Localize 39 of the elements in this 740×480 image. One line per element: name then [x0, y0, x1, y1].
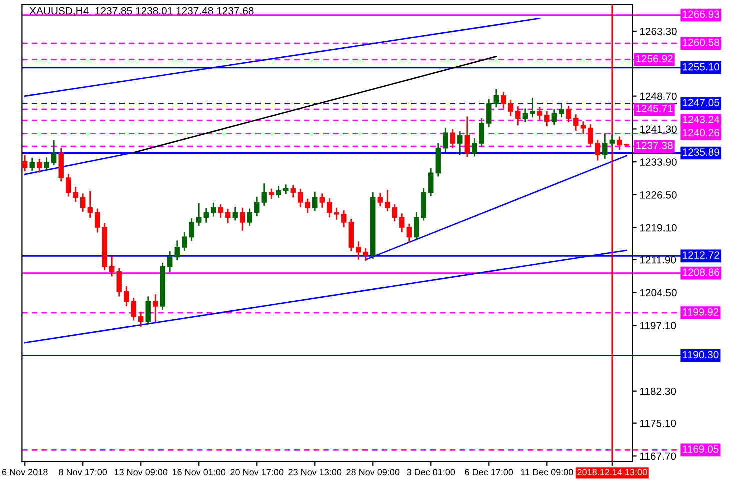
- x-tick-label: 3 Dec 01:00: [407, 469, 456, 476]
- ref-line-label: 1237.38: [636, 142, 673, 150]
- ref-line-label: 1245.71: [636, 105, 673, 112]
- chart-title: XAUUSD,H4 1237.85 1238.01 1237.48 1237.68: [30, 7, 254, 16]
- ref-line-label: 1169.05: [683, 446, 719, 454]
- y-tick-label: 1233.90: [640, 158, 677, 166]
- x-tick-label: 8 Nov 17:00: [59, 469, 108, 476]
- x-tick-label: 13 Nov 09:00: [114, 469, 168, 476]
- y-tick-label: 1263.30: [640, 28, 677, 36]
- ref-line-label: 1243.24: [683, 116, 720, 124]
- ref-line-label: 1190.30: [683, 351, 719, 359]
- ref-line-label: 1247.05: [683, 99, 720, 106]
- y-tick-label: 1211.90: [640, 256, 676, 264]
- x-tick-label: 2018.12.14 13:00: [578, 469, 648, 476]
- ref-line-label: 1199.92: [683, 308, 719, 316]
- y-tick-label: 1197.10: [640, 322, 676, 330]
- ref-line-label: 1260.58: [683, 38, 720, 46]
- x-tick-label: 20 Nov 17:00: [230, 469, 284, 476]
- x-tick-label: 28 Nov 09:00: [346, 469, 400, 476]
- ref-line-label: 1255.10: [683, 63, 720, 71]
- y-tick-label: 1219.10: [640, 224, 677, 232]
- ref-line-label: 1208.86: [683, 268, 720, 276]
- y-tick-label: 1241.30: [640, 126, 677, 134]
- ref-line-label: 1235.89: [683, 148, 720, 156]
- x-tick-label: 23 Nov 13:00: [288, 469, 342, 476]
- ref-line-label: 1212.72: [683, 252, 720, 259]
- y-tick-label: 1248.70: [640, 92, 677, 100]
- y-tick-label: 1167.70: [640, 452, 676, 460]
- x-tick-label: 6 Dec 17:00: [465, 469, 514, 476]
- y-tick-label: 1204.50: [640, 289, 677, 297]
- ref-line-label: 1256.92: [636, 55, 673, 63]
- y-tick-label: 1226.50: [640, 191, 677, 199]
- x-tick-label: 16 Nov 01:00: [172, 469, 226, 476]
- y-tick-label: 1182.30: [640, 388, 676, 396]
- ref-line-label: 1240.26: [683, 129, 720, 137]
- ref-line-label: 1266.93: [683, 10, 720, 18]
- x-tick-label: 11 Dec 09:00: [521, 469, 574, 476]
- x-tick-label: 6 Nov 2018: [2, 469, 48, 476]
- y-tick-label: 1175.10: [640, 420, 676, 428]
